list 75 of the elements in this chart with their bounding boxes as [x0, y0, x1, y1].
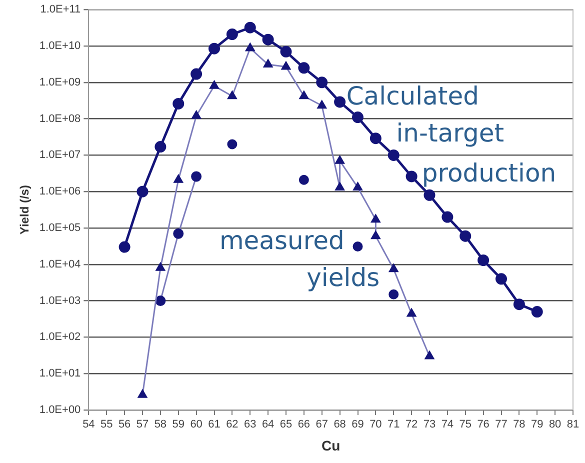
y-tick-label: 1.0E+11 — [40, 4, 81, 16]
point — [227, 139, 238, 150]
x-tick-label: 61 — [208, 418, 220, 431]
point — [496, 273, 507, 285]
annotation: measured — [219, 226, 344, 256]
point — [298, 174, 309, 185]
point — [388, 289, 399, 300]
point — [298, 62, 310, 74]
x-tick-label: 74 — [441, 418, 454, 431]
x-tick-label: 54 — [82, 418, 95, 431]
point — [424, 189, 436, 201]
point — [208, 42, 220, 54]
x-tick-label: 59 — [172, 418, 184, 431]
y-tick-label: 1.0E+06 — [39, 186, 81, 198]
point — [154, 141, 166, 153]
x-tick-label: 79 — [531, 418, 544, 431]
point — [352, 112, 364, 124]
x-tick-label: 58 — [154, 418, 167, 431]
x-tick-label: 67 — [316, 418, 328, 431]
x-tick-label: 64 — [262, 418, 274, 431]
x-axis-title: Cu — [322, 437, 340, 454]
x-tick-label: 71 — [388, 418, 400, 431]
x-tick-label: 60 — [190, 418, 202, 431]
point — [531, 306, 543, 318]
point — [316, 76, 328, 88]
annotation: yields — [306, 262, 380, 292]
point — [262, 34, 274, 46]
y-tick-label: 1.0E+04 — [39, 258, 81, 270]
x-tick-label: 56 — [118, 418, 131, 431]
y-tick-label: 1.0E+00 — [39, 404, 81, 416]
x-tick-label: 66 — [298, 418, 310, 431]
x-tick-label: 68 — [334, 418, 346, 431]
y-tick-label: 1.0E+09 — [39, 76, 81, 88]
point — [460, 230, 472, 242]
annotation: in-target — [396, 118, 504, 148]
x-tick-label: 76 — [477, 418, 490, 431]
point — [352, 242, 363, 252]
point — [172, 98, 184, 110]
x-tick-label: 72 — [405, 418, 418, 431]
point — [513, 298, 525, 310]
point — [118, 241, 130, 253]
y-tick-label: 1.0E+01 — [39, 368, 81, 380]
annotation: production — [422, 158, 556, 188]
y-tick-label: 1.0E+07 — [39, 149, 81, 162]
x-tick-label: 63 — [244, 418, 256, 431]
x-tick-label: 65 — [280, 418, 292, 431]
x-tick-label: 70 — [370, 418, 382, 431]
x-tick-label: 57 — [136, 418, 149, 431]
point — [478, 254, 490, 266]
y-tick-label: 1.0E+03 — [39, 294, 81, 307]
x-tick-label: 75 — [459, 418, 472, 431]
point — [370, 132, 382, 144]
x-tick-label: 62 — [226, 418, 238, 431]
point — [280, 46, 292, 58]
y-tick-label: 1.0E+02 — [39, 331, 81, 344]
point — [406, 170, 418, 182]
x-tick-label: 69 — [352, 418, 364, 431]
x-tick-label: 55 — [100, 418, 113, 431]
point — [442, 211, 454, 223]
x-tick-label: 80 — [548, 418, 562, 431]
annotation: Calculated — [346, 82, 479, 111]
x-tick-label: 81 — [566, 418, 580, 431]
point — [388, 149, 400, 161]
y-tick-label: 1.0E+10 — [39, 40, 81, 52]
point — [226, 28, 238, 40]
x-tick-label: 73 — [423, 418, 436, 431]
point — [136, 186, 148, 198]
y-tick-label: 1.0E+08 — [39, 112, 81, 125]
y-tick-label: 1.0E+05 — [39, 222, 81, 234]
x-tick-label: 78 — [513, 418, 526, 431]
y-axis-title: Yield (/s) — [18, 185, 32, 235]
x-tick-label: 77 — [495, 418, 508, 431]
point — [244, 22, 256, 34]
point — [334, 96, 346, 108]
point — [190, 68, 202, 80]
